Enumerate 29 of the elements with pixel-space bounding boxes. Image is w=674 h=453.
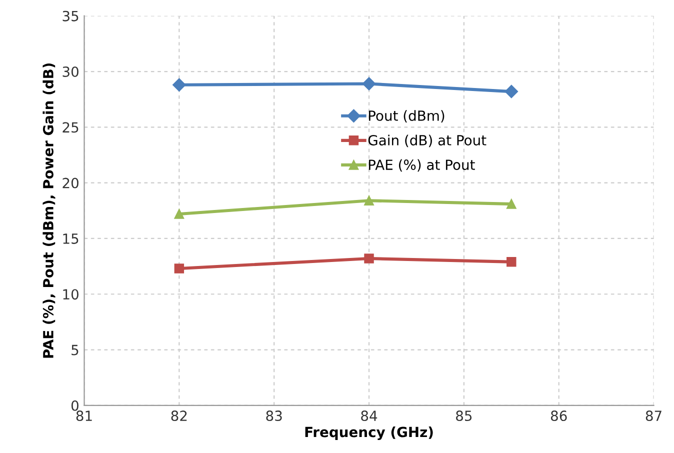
x-tick-label: 82 [171, 410, 187, 422]
y-tick-label: 30 [62, 66, 78, 77]
point [172, 78, 186, 92]
y-tick-label: 35 [62, 10, 78, 22]
point [506, 256, 516, 267]
legend-label: PAE (%) at Pout [368, 159, 475, 172]
point [174, 209, 184, 219]
y-tick-label: 20 [62, 178, 78, 188]
legend-label: Pout (dBm) [368, 110, 444, 123]
x-tick-label: 84 [361, 410, 378, 422]
point [364, 254, 374, 264]
legend-label: Gain (dB) at Pout [368, 134, 486, 148]
y-tick-label: 15 [63, 234, 78, 244]
y-tick-label: 25 [62, 122, 78, 133]
x-tick-label: 87 [646, 410, 662, 422]
x-tick-label: 86 [550, 410, 567, 422]
point [362, 77, 376, 90]
point [364, 196, 374, 206]
x-axis-title: Frequency (GHz) [305, 426, 433, 440]
y-tick-label: 0 [71, 400, 78, 411]
x-tick-label: 83 [266, 410, 282, 422]
y-tick-label: 10 [63, 289, 78, 300]
point [504, 84, 518, 98]
x-tick-label: 85 [456, 410, 472, 422]
y-axis-title: PAE (%), Pout (dBm), Power Gain (dB) [42, 63, 56, 358]
x-tick-label: 81 [76, 410, 92, 422]
y-tick-label: 5 [72, 344, 78, 356]
point [506, 199, 516, 209]
point [174, 264, 184, 274]
